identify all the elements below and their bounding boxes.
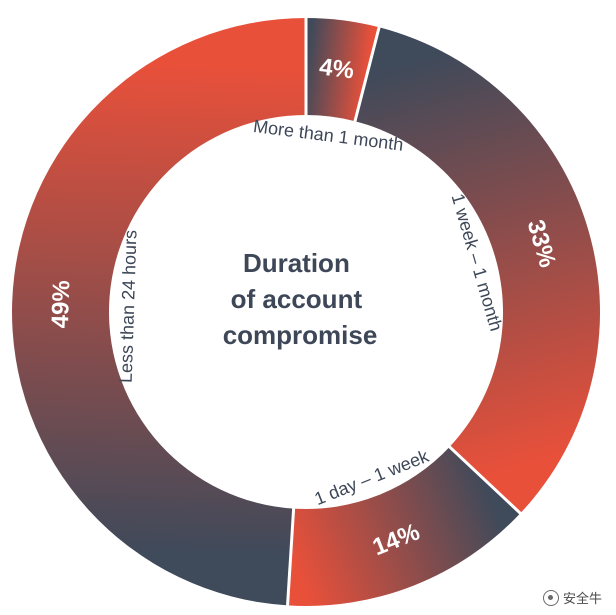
wechat-logo-icon: [542, 589, 559, 606]
separator-1-week-1-month: [353, 25, 381, 123]
separator-1-day-1-week: [447, 445, 523, 516]
slice-less-than-24-hours: [12, 18, 307, 606]
value-labels: 4%33%14%49%: [47, 53, 561, 561]
chart-title-line-3: compromise: [223, 320, 378, 350]
watermark: 安全牛: [542, 588, 602, 607]
chart-title: Duration of account compromise: [223, 248, 378, 350]
slice-1-day-1-week: [287, 446, 521, 606]
slice-separators: [285, 17, 523, 607]
value-label-more-than-1-month: 4%: [318, 53, 356, 84]
slice-1-week-1-month: [354, 27, 600, 514]
category-label-less-than-24-hours: Less than 24 hours: [116, 230, 141, 384]
separator-less-than-24-hours: [285, 507, 296, 607]
watermark-text: 安全牛: [562, 592, 602, 607]
chart-title-line-1: Duration: [243, 248, 350, 278]
value-label-less-than-24-hours: 49%: [47, 280, 75, 329]
chart-slices: [12, 18, 600, 606]
chart-title-line-2: of account: [231, 284, 363, 314]
